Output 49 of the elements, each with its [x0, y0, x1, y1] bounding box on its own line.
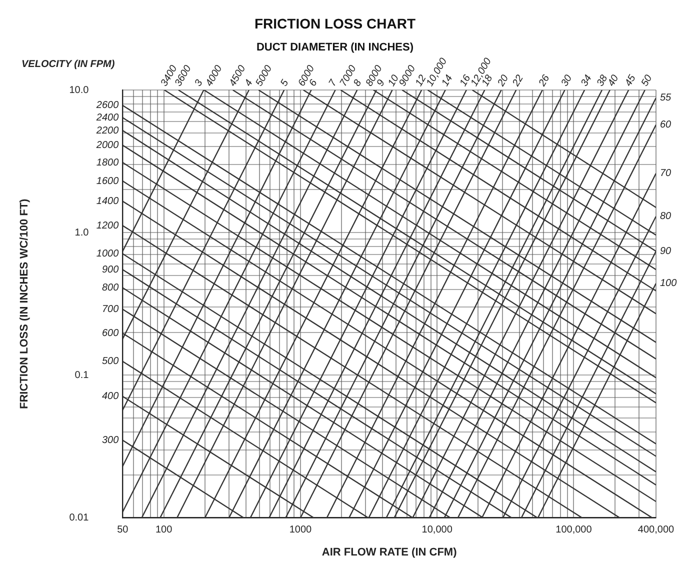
text: 50	[640, 72, 655, 88]
series-label: 1200	[96, 220, 120, 232]
x-tick-label: 100,000	[556, 524, 592, 536]
series-label: 1800	[96, 157, 120, 168]
text: VELOCITY (IN FPM)	[22, 58, 116, 70]
series-label: 2600	[95, 100, 120, 112]
series-label: 100	[660, 278, 678, 290]
x-tick-label: 10,000	[422, 524, 453, 536]
series-label: 1400	[96, 196, 120, 207]
series-label: 2200	[95, 125, 120, 136]
text: 45	[623, 72, 638, 88]
y-axis-title: FRICTION LOSS (IN INCHES WC/100 FT)	[18, 198, 31, 410]
text: 30	[559, 72, 575, 88]
x-tick-label: 100	[155, 524, 173, 536]
series-label: 500	[102, 356, 120, 368]
x-tick-label: 400,000	[638, 524, 675, 536]
series-label: 1000	[96, 248, 120, 260]
y-tick-label: 10.0	[69, 84, 90, 96]
chart-title: FRICTION LOSS CHART	[254, 15, 416, 32]
x-axis-title: AIR FLOW RATE (IN CFM)	[322, 546, 458, 558]
series-label: 80	[660, 211, 672, 222]
y-tick-label: 0.01	[69, 512, 90, 524]
series-label: 600	[102, 328, 120, 339]
series-label: 70	[660, 168, 672, 180]
y-tick-label: 1.0	[74, 227, 90, 238]
series-label: 700	[102, 304, 120, 316]
series-label: 60	[660, 120, 672, 131]
text: 5	[278, 78, 292, 88]
text: 22	[510, 72, 526, 90]
series-label: 1600	[96, 176, 120, 187]
text: 26	[536, 72, 552, 90]
series-label: 900	[102, 264, 120, 276]
series-label: 300	[102, 434, 120, 446]
text: 34	[579, 72, 594, 88]
text: 20	[495, 72, 512, 90]
series-label: 800	[102, 282, 120, 294]
x-tick-label: 50	[117, 524, 129, 536]
series-label: 2000	[95, 140, 120, 151]
series-label: 400	[102, 391, 120, 402]
text: 3	[193, 78, 206, 88]
text: 7	[327, 78, 340, 88]
chart-subtitle: DUCT DIAMETER (IN INCHES)	[256, 41, 414, 54]
x-tick-label: 1000	[289, 524, 312, 536]
text: 8	[352, 78, 364, 88]
series-label: 2400	[95, 112, 120, 124]
series-label: 90	[660, 246, 672, 258]
y-tick-label: 0.1	[74, 370, 90, 381]
series-label: 55	[660, 92, 672, 104]
text: 4	[242, 78, 256, 88]
